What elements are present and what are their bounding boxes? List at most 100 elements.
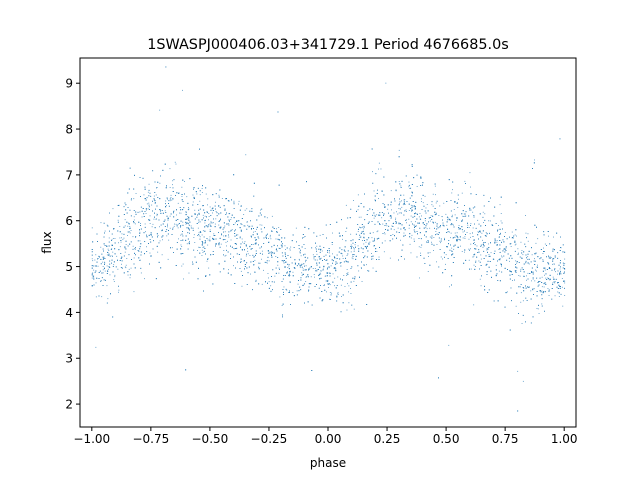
data-point: [279, 296, 281, 298]
data-point: [557, 270, 559, 272]
data-point: [457, 240, 458, 242]
data-point: [199, 194, 201, 196]
data-point: [477, 252, 479, 253]
data-point: [219, 189, 221, 191]
data-point: [140, 196, 141, 197]
data-point: [357, 231, 359, 232]
data-point: [461, 213, 463, 215]
data-point: [343, 249, 345, 251]
data-point: [327, 251, 328, 253]
data-point: [335, 263, 337, 265]
data-point: [255, 280, 257, 282]
data-point: [214, 223, 216, 225]
data-point: [318, 256, 320, 258]
data-point: [239, 209, 241, 211]
data-point: [121, 233, 123, 235]
data-point: [342, 279, 343, 281]
data-point: [451, 192, 453, 194]
data-point: [424, 218, 426, 219]
data-point: [350, 248, 352, 250]
data-point: [144, 253, 145, 255]
data-point: [377, 189, 378, 191]
data-point: [148, 189, 150, 191]
data-point: [204, 240, 206, 241]
data-point: [194, 209, 196, 211]
data-point: [146, 246, 147, 248]
data-point: [508, 257, 510, 259]
data-point: [271, 230, 272, 232]
data-point: [554, 295, 556, 297]
data-point: [507, 253, 509, 255]
data-point: [562, 262, 564, 264]
data-point: [135, 236, 137, 238]
data-point: [236, 234, 237, 236]
data-point: [365, 241, 367, 243]
data-point: [552, 258, 554, 260]
data-point: [451, 214, 453, 216]
data-point: [261, 250, 263, 252]
data-point: [446, 232, 448, 233]
data-point: [120, 257, 122, 259]
data-point: [149, 215, 151, 217]
data-point: [197, 187, 199, 189]
data-point: [281, 245, 283, 247]
data-point: [472, 236, 474, 237]
data-point: [124, 246, 126, 248]
data-point: [479, 268, 480, 270]
data-point: [325, 260, 327, 261]
data-point: [305, 281, 307, 282]
data-point: [199, 247, 201, 248]
data-point: [293, 295, 295, 297]
data-point: [219, 227, 221, 229]
data-point: [409, 188, 411, 189]
data-point: [454, 232, 456, 234]
data-point: [396, 211, 397, 213]
data-point: [204, 222, 206, 224]
data-point: [366, 264, 367, 266]
data-point: [452, 224, 454, 226]
data-point: [139, 232, 141, 234]
data-point: [446, 217, 448, 218]
data-point: [545, 283, 547, 285]
data-point: [230, 239, 232, 241]
data-point: [531, 271, 532, 273]
data-point: [525, 321, 526, 323]
data-point: [289, 290, 290, 292]
data-point: [518, 286, 520, 288]
data-point: [364, 255, 366, 257]
data-point: [522, 380, 524, 382]
data-point: [547, 288, 549, 289]
data-point: [463, 213, 465, 215]
data-point: [177, 219, 179, 220]
data-point: [268, 252, 270, 254]
data-point: [153, 199, 155, 201]
data-point: [150, 234, 152, 236]
data-point: [260, 209, 261, 211]
data-point: [228, 219, 230, 221]
data-point: [290, 256, 292, 258]
data-point: [284, 260, 285, 261]
data-point: [533, 260, 535, 262]
data-point: [258, 244, 259, 246]
data-point: [462, 237, 464, 239]
data-point: [176, 242, 178, 243]
data-point: [319, 258, 321, 260]
data-point: [301, 246, 303, 248]
data-point: [448, 179, 450, 181]
data-point: [327, 283, 329, 285]
data-point: [204, 242, 206, 244]
data-point: [549, 243, 551, 245]
data-point: [189, 178, 191, 180]
data-point: [201, 255, 203, 256]
data-point: [294, 259, 296, 261]
data-point: [403, 203, 405, 204]
data-point: [546, 279, 548, 280]
data-point: [281, 281, 283, 282]
data-point: [173, 179, 175, 181]
data-point: [255, 250, 257, 252]
data-point: [549, 267, 550, 268]
data-point: [152, 170, 154, 172]
data-point: [251, 244, 253, 245]
data-point: [350, 281, 352, 283]
data-point: [551, 298, 553, 300]
